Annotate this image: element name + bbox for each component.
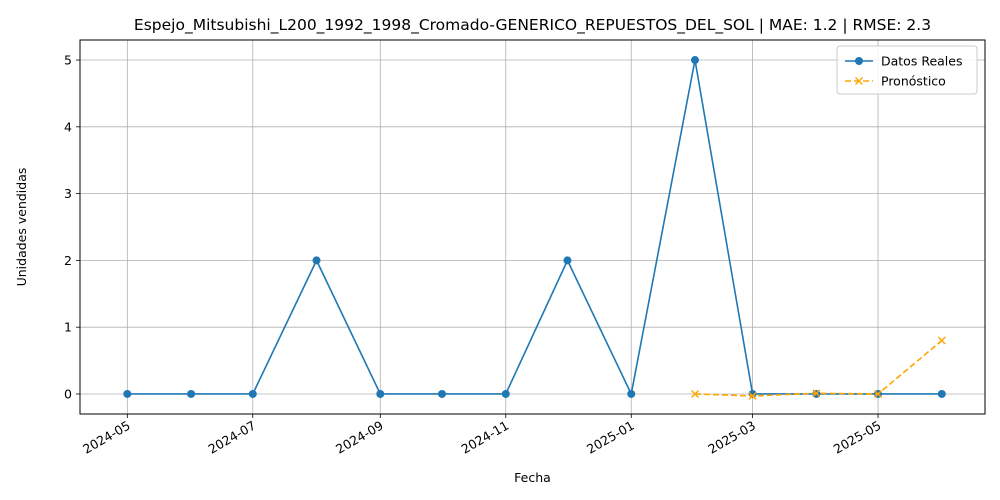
data-point: [438, 389, 446, 398]
series-line: [127, 59, 942, 397]
data-point: [123, 389, 132, 398]
y-tick-label: 4: [64, 119, 72, 134]
x-tick-label: 2025-03: [705, 418, 758, 457]
data-point: [501, 389, 510, 398]
y-tick-label: 2: [64, 253, 72, 268]
legend-marker: [855, 77, 863, 85]
x-tick-label: 2024-05: [80, 418, 133, 457]
x-axis-label: Fecha: [514, 470, 551, 485]
y-tick-label: 1: [64, 320, 72, 335]
series-forecast: [690, 336, 946, 400]
legend-label: Datos Reales: [881, 54, 962, 69]
grid: [80, 40, 985, 414]
y-axis-label: Unidades vendidas: [14, 168, 29, 287]
data-point: [187, 389, 196, 398]
data-point: [690, 56, 699, 65]
y-tick-label: 5: [64, 53, 72, 68]
series-layer: [123, 56, 946, 400]
series-actual: [123, 56, 946, 398]
data-point: [563, 256, 572, 265]
data-point: [937, 336, 946, 345]
legend-box: [836, 45, 978, 95]
legend: Datos Reales Pronóstico: [836, 45, 978, 95]
y-tick-label: 3: [64, 186, 72, 201]
data-point: [748, 391, 757, 400]
plot-frame: [79, 39, 986, 415]
data-point: [812, 389, 821, 398]
chart-title: Espejo_Mitsubishi_L200_1992_1998_Cromado…: [134, 16, 931, 35]
x-tick-label: 2024-09: [333, 418, 386, 457]
x-tick-label: 2025-05: [831, 418, 884, 457]
x-tick-label: 2024-07: [206, 418, 259, 457]
legend-label: Pronóstico: [881, 74, 946, 89]
y-tick-label: 0: [64, 386, 72, 401]
data-point: [937, 389, 946, 398]
legend-marker: [855, 57, 863, 65]
data-point: [312, 256, 321, 265]
data-point: [874, 389, 883, 398]
x-tick-label: 2025-01: [584, 418, 637, 457]
data-point: [690, 389, 699, 398]
series-line: [694, 339, 943, 397]
data-point: [627, 389, 636, 398]
x-tick-label: 2024-11: [459, 418, 512, 457]
data-point: [376, 389, 385, 398]
data-point: [248, 389, 257, 398]
